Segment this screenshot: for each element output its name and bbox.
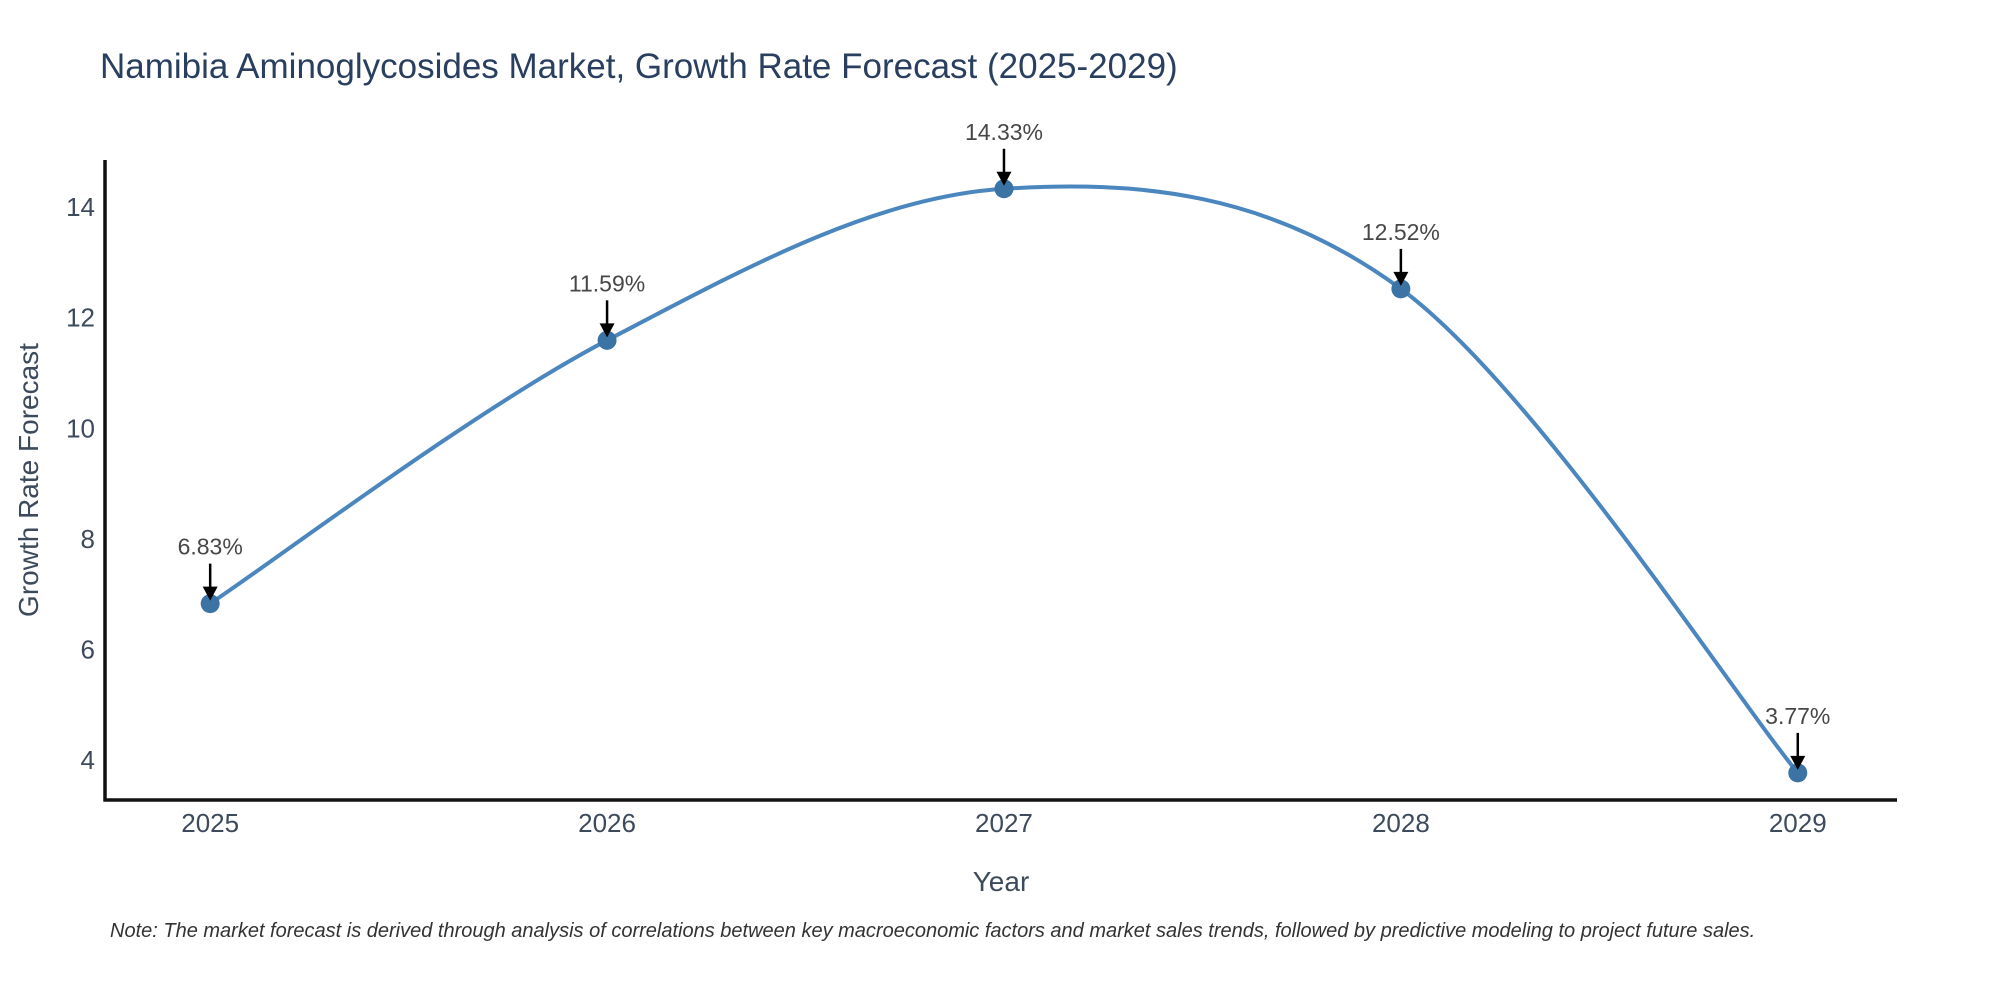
chart-title: Namibia Aminoglycosides Market, Growth R… — [100, 47, 1178, 86]
annotation-label: 3.77% — [1765, 703, 1830, 729]
y-axis-tick-labels: 4 6 8 10 12 14 — [66, 192, 95, 775]
x-tick-label: 2026 — [578, 808, 636, 838]
annotation-arrowhead — [1393, 271, 1409, 286]
point-annotations: 6.83% 11.59% 14.33% 12.52% 3.77% — [178, 119, 1830, 770]
x-axis-tick-labels: 2025 2026 2027 2028 2029 — [181, 808, 1826, 838]
x-axis-title: Year — [973, 866, 1030, 897]
annotation-arrowhead — [599, 323, 615, 338]
data-point-markers — [200, 179, 1808, 783]
data-point-marker — [994, 179, 1014, 199]
annotation-label: 6.83% — [178, 534, 243, 560]
annotation-arrowhead — [202, 586, 218, 601]
y-tick-label: 4 — [81, 745, 95, 775]
data-point-marker — [597, 330, 617, 350]
data-point-marker — [1391, 279, 1411, 299]
x-tick-label: 2027 — [975, 808, 1033, 838]
annotation-label: 12.52% — [1362, 219, 1440, 245]
y-tick-label: 10 — [66, 413, 95, 443]
x-tick-label: 2028 — [1372, 808, 1430, 838]
annotation-label: 14.33% — [965, 119, 1043, 145]
data-point-marker — [200, 594, 220, 614]
annotation-arrowhead — [1790, 755, 1806, 770]
x-tick-label: 2029 — [1769, 808, 1827, 838]
annotation-label: 11.59% — [569, 270, 645, 296]
y-tick-label: 6 — [81, 635, 95, 665]
footnote: Note: The market forecast is derived thr… — [110, 920, 1755, 942]
x-tick-label: 2025 — [181, 808, 239, 838]
data-point-marker — [1788, 763, 1808, 783]
y-tick-label: 14 — [66, 192, 95, 222]
forecast-spline-line — [209, 184, 1800, 775]
annotation-arrowhead — [996, 171, 1012, 186]
y-tick-label: 12 — [66, 303, 95, 333]
y-axis-title: Growth Rate Forecast — [13, 343, 44, 617]
y-tick-label: 8 — [81, 524, 95, 554]
